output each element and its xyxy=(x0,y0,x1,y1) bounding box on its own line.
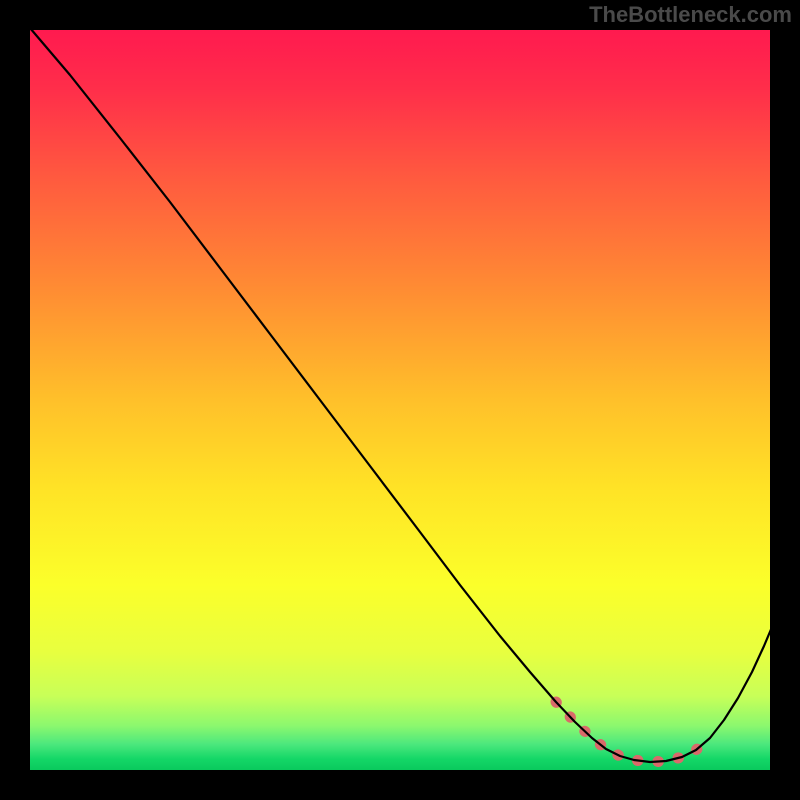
chart-svg xyxy=(0,0,800,800)
plot-background xyxy=(30,30,770,770)
watermark-text: TheBottleneck.com xyxy=(589,2,792,28)
chart-container: { "canvas": { "width": 800, "height": 80… xyxy=(0,0,800,800)
